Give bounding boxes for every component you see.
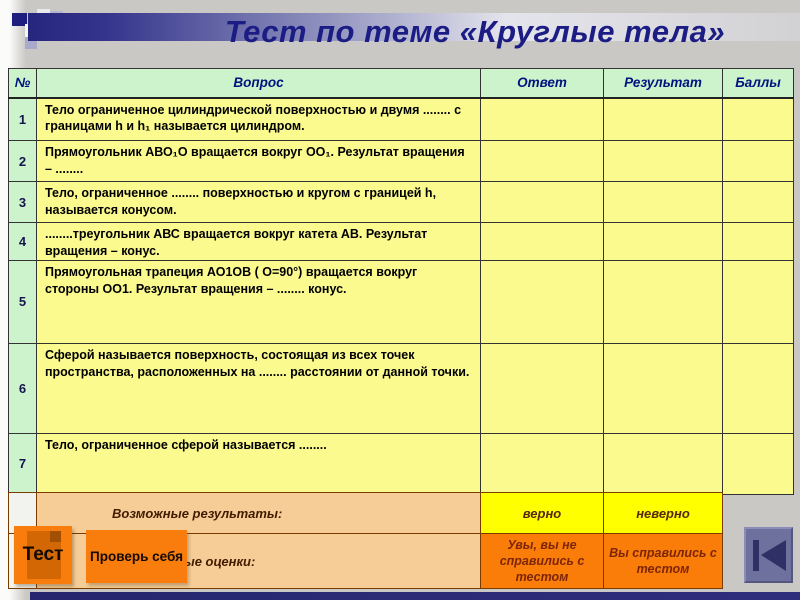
result-cell <box>603 222 723 261</box>
points-cell <box>722 97 794 141</box>
points-cell <box>722 181 794 223</box>
answer-cell <box>480 222 604 261</box>
points-cell <box>722 140 794 182</box>
grade-fail-cell: Увы, вы не справились с тестом <box>480 533 604 589</box>
result-correct-cell: верно <box>480 492 604 534</box>
table-row: 6 Сферой называется поверхность, состоящ… <box>8 342 794 434</box>
test-button-label: Тест <box>22 544 64 565</box>
possible-results-row: Возможные результаты: верно неверно <box>8 492 723 534</box>
question-cell: Прямоугольник АВО₁О вращается вокруг ОО₁… <box>36 140 481 182</box>
result-cell <box>603 140 723 182</box>
skip-to-start-icon <box>753 540 759 571</box>
bottom-navy-strip <box>30 592 800 600</box>
points-cell <box>722 222 794 261</box>
possible-grades-row: Возможные оценки: Увы, вы не справились … <box>8 533 723 589</box>
legend-table: Возможные результаты: верно неверно Возм… <box>8 492 723 589</box>
table-row: 4 ........треугольник АВС вращается вокр… <box>8 222 794 261</box>
back-navigation-button[interactable] <box>744 527 793 583</box>
result-cell <box>603 259 723 344</box>
question-cell: ........треугольник АВС вращается вокруг… <box>36 222 481 261</box>
row-number: 2 <box>8 140 37 182</box>
table-row: 2 Прямоугольник АВО₁О вращается вокруг О… <box>8 140 794 182</box>
document-fold-corner <box>50 531 61 542</box>
table-row: 1 Тело ограниченное цилиндрической повер… <box>8 97 794 141</box>
possible-results-label: Возможные результаты: <box>36 492 481 534</box>
points-cell <box>722 259 794 344</box>
col-header-answer: Ответ <box>480 68 604 99</box>
question-cell: Тело ограниченное цилиндрической поверхн… <box>36 97 481 141</box>
answer-cell <box>480 97 604 141</box>
row-number: 7 <box>8 432 37 495</box>
result-cell <box>603 181 723 223</box>
row-number: 4 <box>8 222 37 261</box>
points-cell <box>722 342 794 434</box>
grade-pass-cell: Вы справились с тестом <box>603 533 723 589</box>
col-header-result: Результат <box>603 68 723 99</box>
question-cell: Тело, ограниченное ........ поверхностью… <box>36 181 481 223</box>
row-number: 3 <box>8 181 37 223</box>
row-number: 1 <box>8 97 37 141</box>
table-row: 3 Тело, ограниченное ........ поверхност… <box>8 181 794 223</box>
question-cell: Тело, ограниченное сферой называется ...… <box>36 432 481 495</box>
points-cell <box>722 432 794 495</box>
answer-cell <box>480 259 604 344</box>
table-row: 5 Прямоугольная трапеция АО1ОВ ( О=90°) … <box>8 259 794 344</box>
result-cell <box>603 432 723 495</box>
result-incorrect-cell: неверно <box>603 492 723 534</box>
answer-cell <box>480 432 604 495</box>
col-header-points: Баллы <box>722 68 794 99</box>
col-header-question: Вопрос <box>36 68 481 99</box>
question-cell: Прямоугольная трапеция АО1ОВ ( О=90°) вр… <box>36 259 481 344</box>
result-cell <box>603 342 723 434</box>
answer-cell <box>480 181 604 223</box>
test-button[interactable]: Тест <box>14 526 72 584</box>
row-number: 5 <box>8 259 37 344</box>
table-row: 7 Тело, ограниченное сферой называется .… <box>8 432 794 495</box>
result-cell <box>603 97 723 141</box>
slide-title: Тест по теме «Круглые тела» <box>224 14 726 49</box>
check-yourself-button[interactable]: Проверь себя <box>86 530 187 583</box>
table-header-row: № Вопрос Ответ Результат Баллы <box>8 68 794 99</box>
answer-cell <box>480 342 604 434</box>
left-arrow-icon <box>761 540 786 571</box>
deco-square-navy <box>12 13 27 26</box>
questions-table: № Вопрос Ответ Результат Баллы 1 Тело ог… <box>8 68 794 495</box>
title-gradient-bar <box>28 13 800 41</box>
question-cell: Сферой называется поверхность, состоящая… <box>36 342 481 434</box>
answer-cell <box>480 140 604 182</box>
possible-results-text: Возможные результаты: <box>112 505 283 521</box>
col-header-num: № <box>8 68 37 99</box>
row-number: 6 <box>8 342 37 434</box>
check-yourself-label: Проверь себя <box>90 549 183 564</box>
